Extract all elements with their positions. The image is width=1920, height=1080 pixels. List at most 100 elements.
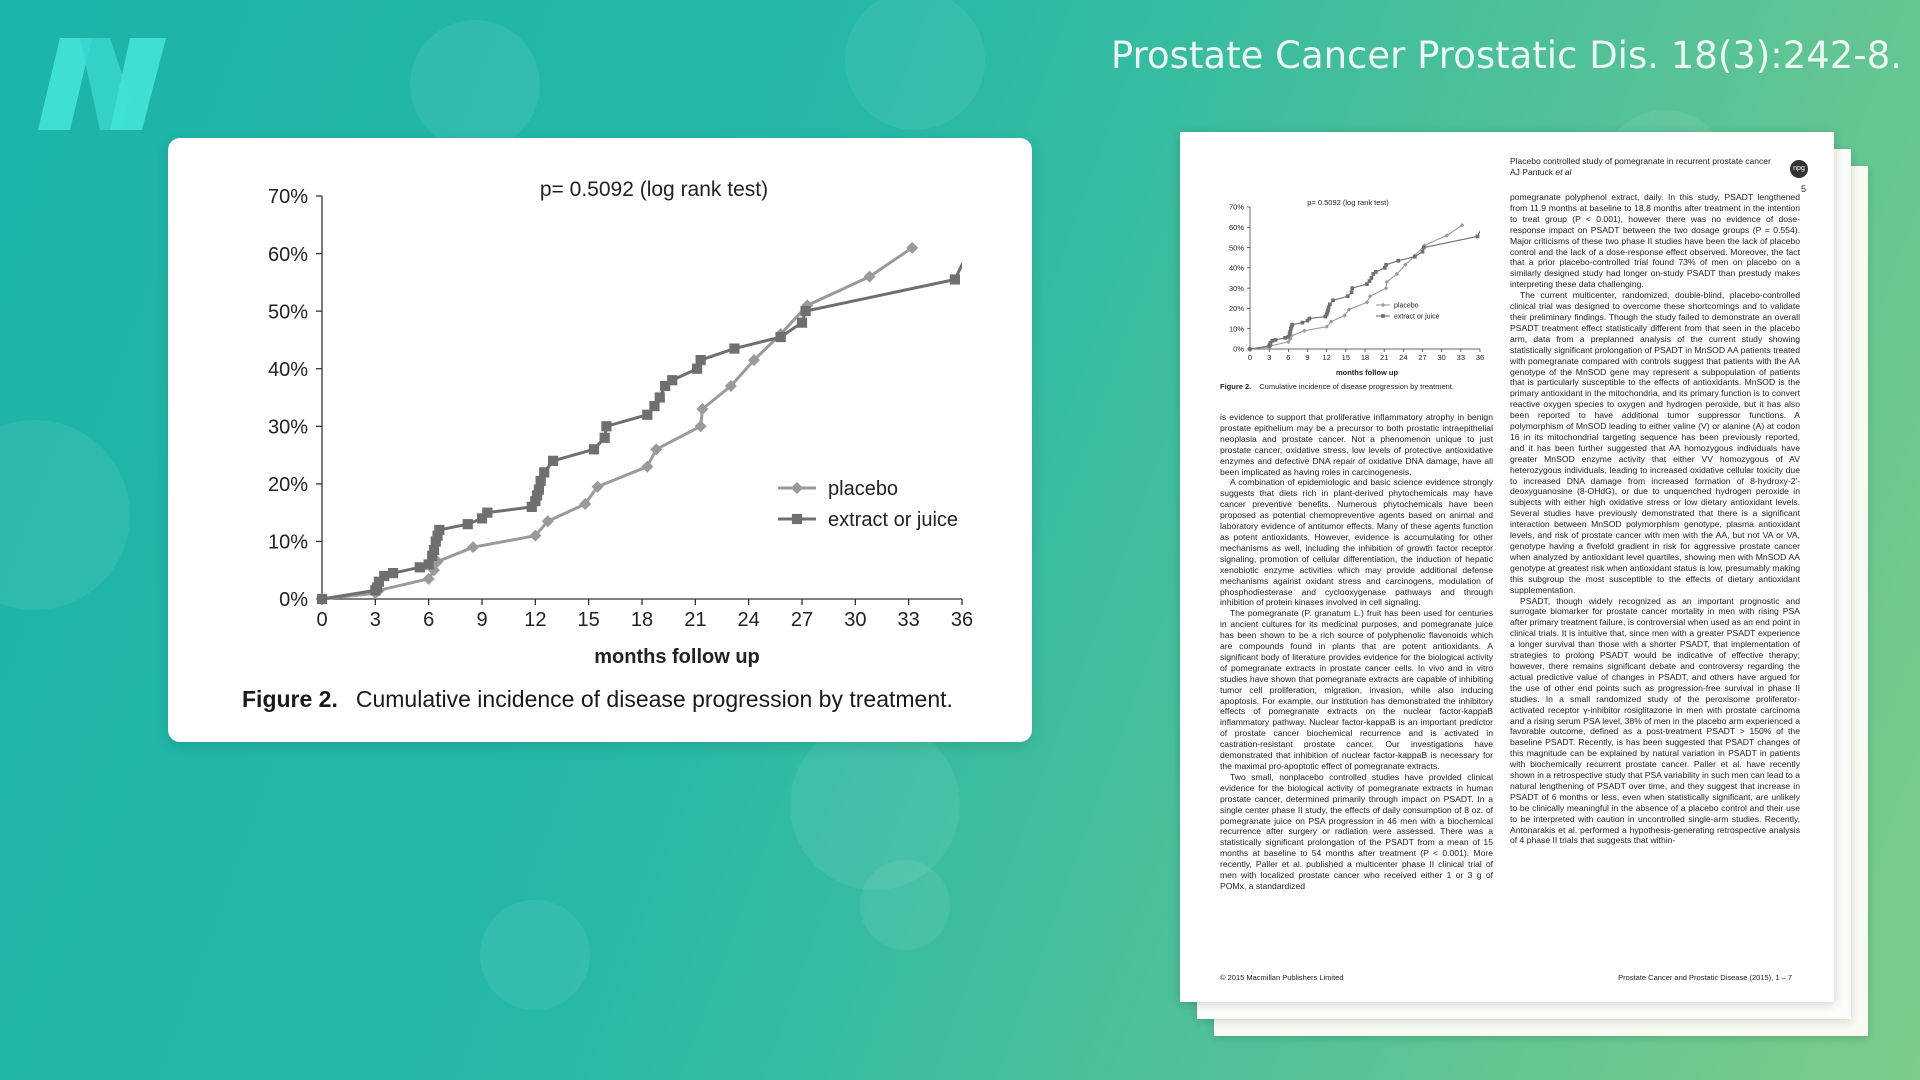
paper-header-author: AJ Pantuck xyxy=(1510,167,1556,177)
mini-series-line xyxy=(1249,229,1480,350)
mini-y-tick-label: 70% xyxy=(1229,203,1244,212)
mini-data-point xyxy=(1382,265,1387,270)
mini-data-point xyxy=(1383,285,1389,291)
main-y-tick-label: 70% xyxy=(268,186,308,208)
mini-data-point xyxy=(1403,262,1408,268)
main-data-point xyxy=(692,363,703,374)
mini-data-point xyxy=(1412,254,1417,259)
main-data-point xyxy=(548,455,559,466)
paper-footer-copyright: © 2015 Macmillan Publishers Limited xyxy=(1220,973,1344,982)
main-data-point xyxy=(588,444,600,455)
main-x-tick-label: 3 xyxy=(370,609,381,631)
mini-data-point xyxy=(1420,249,1425,254)
mini-y-tick-label: 50% xyxy=(1229,243,1244,252)
mini-legend-label: extract or juice xyxy=(1394,314,1440,321)
main-data-point xyxy=(650,443,663,456)
mini-x-tick-label: 18 xyxy=(1361,353,1369,362)
mini-data-point xyxy=(1327,302,1332,307)
paper-mini-caption-text: Cumulative incidence of disease progress… xyxy=(1259,382,1454,391)
mini-x-tick-label: 12 xyxy=(1322,353,1330,362)
main-data-point xyxy=(642,409,653,420)
paper-header-etal: et al xyxy=(1555,167,1572,177)
mini-data-point xyxy=(1326,305,1331,310)
main-data-point xyxy=(430,536,441,547)
main-data-point xyxy=(579,498,592,511)
mini-x-tick-label: 30 xyxy=(1437,353,1445,362)
main-data-point xyxy=(748,354,760,367)
paper-page: Placebo controlled study of pomegranate … xyxy=(1180,132,1834,1002)
main-data-point xyxy=(541,515,554,528)
main-legend-marker xyxy=(791,513,803,525)
main-data-point xyxy=(949,274,960,285)
left-paragraph: The pomegranate (P. granatum L.) fruit h… xyxy=(1220,608,1493,771)
main-legend-label: extract or juice xyxy=(828,509,958,531)
main-x-tick-label: 33 xyxy=(898,609,920,631)
main-data-point xyxy=(379,570,390,582)
mini-data-point xyxy=(1305,318,1310,323)
mini-data-point xyxy=(1480,225,1484,229)
mini-data-point xyxy=(1365,282,1369,286)
main-x-tick-label: 24 xyxy=(738,609,760,631)
main-y-tick-label: 10% xyxy=(268,532,308,554)
mini-series-extract-or-juice xyxy=(1248,225,1484,351)
background-bubble xyxy=(860,860,950,950)
mini-data-point xyxy=(1289,324,1294,329)
mini-data-point xyxy=(1396,258,1401,263)
main-data-point xyxy=(660,380,671,392)
mini-data-point xyxy=(1323,314,1328,319)
mini-data-point xyxy=(1331,298,1335,303)
mini-legend-marker xyxy=(1380,302,1386,308)
main-data-point xyxy=(695,354,706,366)
mini-data-point xyxy=(1270,339,1275,343)
mini-data-point xyxy=(1369,276,1374,280)
main-data-point xyxy=(526,501,537,512)
mini-data-point xyxy=(1349,290,1354,295)
background-bubble xyxy=(845,0,985,130)
mini-data-point xyxy=(1421,245,1426,250)
mini-data-point xyxy=(1350,286,1355,291)
main-data-point xyxy=(694,420,707,433)
paper-mini-caption: Figure 2. Cumulative incidence of disease… xyxy=(1220,382,1454,391)
mini-data-point xyxy=(1325,310,1330,315)
mini-data-point xyxy=(1324,312,1329,317)
main-data-point xyxy=(654,392,665,403)
figure-label: Figure 2. xyxy=(242,686,338,712)
paper-page-number: 5 xyxy=(1800,184,1806,194)
main-x-tick-label: 30 xyxy=(844,609,866,631)
mini-data-point xyxy=(1273,338,1278,342)
npg-badge-icon: npg xyxy=(1790,160,1808,178)
mini-data-point xyxy=(1342,313,1347,318)
mini-y-tick-label: 40% xyxy=(1229,264,1244,273)
mini-x-tick-label: 0 xyxy=(1248,353,1252,362)
background-bubble xyxy=(790,720,960,890)
main-x-tick-label: 6 xyxy=(423,609,434,631)
mini-data-point xyxy=(1268,341,1273,345)
mini-x-tick-label: 3 xyxy=(1267,353,1271,362)
main-data-point xyxy=(775,331,786,343)
main-data-point xyxy=(906,241,919,254)
mini-data-point xyxy=(1373,270,1378,274)
mini-x-tick-label: 6 xyxy=(1286,353,1290,362)
paper-text-column-left: is evidence to support that proliferativ… xyxy=(1220,412,1493,932)
main-data-point xyxy=(372,582,383,593)
mini-y-tick-label: 60% xyxy=(1229,223,1244,232)
main-data-point xyxy=(599,432,610,443)
main-y-tick-label: 20% xyxy=(268,474,308,496)
main-x-axis-label: months follow up xyxy=(594,646,760,668)
main-data-point xyxy=(962,248,972,258)
main-data-point xyxy=(667,375,678,386)
left-paragraph: Two small, nonplacebo controlled studies… xyxy=(1220,771,1493,891)
right-paragraph: pomegranate polyphenol extract, daily. I… xyxy=(1510,192,1800,290)
mini-data-point xyxy=(1288,329,1293,334)
paper-mini-chart: 0%10%20%30%40%50%60%70%0 3 6 9 12 15 18 21 24 27 3… xyxy=(1229,198,1484,377)
mini-x-axis-label: months follow up xyxy=(1336,368,1398,377)
paper-header-authors: AJ Pantuck et al xyxy=(1510,167,1771,178)
mini-x-tick-label: 33 xyxy=(1457,353,1465,362)
mini-y-tick-label: 30% xyxy=(1229,284,1244,293)
main-series-extract-or-juice xyxy=(316,248,972,605)
main-y-tick-label: 30% xyxy=(268,416,308,438)
main-data-point xyxy=(724,379,737,392)
mini-data-point xyxy=(1364,300,1370,305)
mini-x-tick-label: 21 xyxy=(1380,353,1388,362)
main-data-point xyxy=(696,403,709,416)
